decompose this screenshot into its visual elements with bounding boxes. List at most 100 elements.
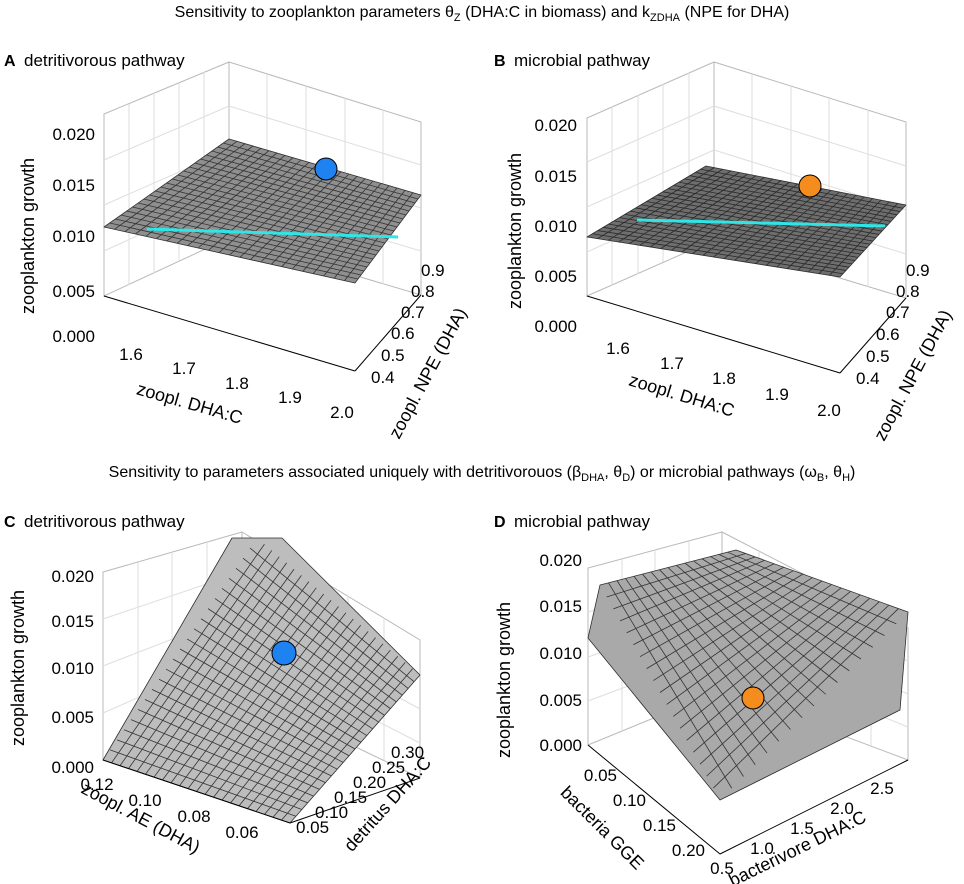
mesh-line: [625, 578, 756, 765]
d-ztick-4: 0.020: [539, 551, 582, 570]
mesh-line: [144, 699, 326, 783]
mesh-line: [200, 618, 373, 730]
mesh-line: [137, 709, 320, 790]
panel-d-surface: [587, 549, 909, 801]
a-xtick-2: 1.8: [225, 374, 249, 393]
mesh-line: [684, 562, 838, 683]
panel-a-surface-grid: [109, 141, 419, 281]
mesh-line: [668, 188, 886, 229]
mesh-line: [228, 578, 397, 703]
b-xtick-4: 2.0: [817, 401, 841, 420]
a-ztick-2: 0.010: [52, 227, 95, 246]
d-ztick-1: 0.005: [539, 691, 582, 710]
panel-a-marker: [314, 157, 338, 181]
mesh-line: [592, 233, 844, 275]
panel-d: D microbial pathway 0.000 0.005 0.010 0.…: [494, 512, 909, 884]
mesh-line: [166, 182, 389, 240]
a-xtick-4: 2.0: [330, 403, 354, 422]
mesh-line: [207, 608, 379, 723]
b-ytick-3: 0.7: [886, 303, 910, 322]
mesh-line: [132, 206, 371, 264]
c-ztick-2: 0.010: [51, 659, 94, 678]
b-ztick-0: 0.000: [534, 317, 577, 336]
mesh-line: [718, 554, 885, 636]
mesh-line: [613, 220, 856, 262]
mesh-line: [109, 749, 297, 817]
mesh-line: [165, 668, 344, 763]
figure-title-bottom: Sensitivity to parameters associated uni…: [109, 464, 856, 484]
c-ytick-4: 0.25: [372, 758, 405, 777]
d-xtick-1: 1.0: [750, 839, 774, 858]
c-ztick-1: 0.005: [51, 708, 94, 727]
b-xtick-0: 1.6: [606, 339, 630, 358]
mesh-line: [206, 154, 410, 212]
panel-a-axes: [103, 294, 422, 372]
mesh-line: [597, 230, 847, 271]
mesh-line: [172, 658, 350, 757]
panel-d-title: microbial pathway: [514, 512, 651, 531]
mesh-line: [616, 580, 744, 777]
c-ytick-5: 0.30: [391, 743, 424, 762]
c-xtick-3: 0.06: [225, 823, 258, 842]
mesh-line: [177, 174, 395, 232]
mesh-line: [221, 588, 391, 709]
mesh-line: [214, 598, 385, 716]
mesh-line: [172, 178, 392, 236]
mesh-line: [179, 648, 356, 750]
panel-d-axes: [587, 744, 909, 855]
d-xtick-4: 2.5: [870, 779, 894, 798]
mesh-line: [608, 582, 733, 789]
mesh-line: [151, 689, 332, 777]
panel-c-zlabel: zooplankton growth: [8, 590, 28, 746]
panel-d-x-ticks: 0.5 1.0 1.5 2.0 2.5: [710, 779, 894, 878]
b-ytick-4: 0.8: [896, 282, 920, 301]
c-xtick-0: 0.12: [80, 775, 113, 794]
c-ztick-4: 0.020: [51, 567, 94, 586]
mesh-line: [659, 569, 803, 719]
panel-c-x-ticks: 0.12 0.10 0.08 0.06: [80, 775, 258, 842]
panel-b-axes: [586, 295, 907, 374]
panel-d-surface-grid: [606, 551, 899, 789]
c-ytick-1: 0.10: [315, 803, 348, 822]
panel-d-z-ticks: 0.000 0.005 0.010 0.015 0.020: [539, 551, 582, 755]
d-xtick-2: 1.5: [790, 819, 814, 838]
mesh-line: [158, 678, 338, 770]
mesh-line: [160, 186, 386, 244]
mesh-line: [200, 158, 407, 216]
mesh-line: [123, 729, 308, 804]
panel-c-title: detritivorous pathway: [24, 512, 185, 531]
b-ytick-0: 0.4: [856, 369, 880, 388]
panel-b-x-ticks: 1.6 1.7 1.8 1.9 2.0: [606, 339, 841, 420]
figure-title-top: Sensitivity to zooplankton parameters θZ…: [175, 4, 790, 24]
mesh-line: [189, 166, 401, 224]
c-ztick-3: 0.015: [51, 612, 94, 631]
a-ytick-2: 0.6: [391, 324, 415, 343]
c-xtick-1: 0.10: [128, 791, 161, 810]
mesh-line: [695, 172, 901, 212]
mesh-line: [641, 204, 871, 245]
b-ztick-3: 0.015: [534, 167, 577, 186]
panel-d-marker: [741, 686, 765, 710]
c-ytick-3: 0.20: [353, 773, 386, 792]
d-ytick-0: 0.05: [584, 766, 617, 785]
panel-a-reference-line: [146, 227, 399, 239]
a-ztick-0: 0.000: [52, 327, 95, 346]
mesh-line: [249, 547, 415, 683]
mesh-line: [120, 214, 365, 272]
panel-c-axes: [102, 759, 421, 824]
a-xtick-1: 1.7: [172, 359, 196, 378]
panel-a-title: detritivorous pathway: [24, 51, 185, 70]
mesh-line: [143, 198, 377, 256]
mesh-line: [673, 184, 889, 226]
d-xtick-0: 0.5: [710, 859, 734, 878]
b-ytick-2: 0.6: [876, 325, 900, 344]
panel-c-surface-grid: [109, 543, 415, 821]
panel-b-marker: [798, 174, 822, 198]
mesh-line: [116, 739, 302, 810]
mesh-line: [242, 557, 409, 689]
mesh-line: [650, 571, 791, 730]
panel-b-z-ticks: 0.000 0.005 0.010 0.015 0.020: [534, 116, 577, 336]
panel-b: B microbial pathway 0.000 0.005 0.010 0.…: [494, 51, 956, 444]
mesh-line: [109, 222, 359, 280]
